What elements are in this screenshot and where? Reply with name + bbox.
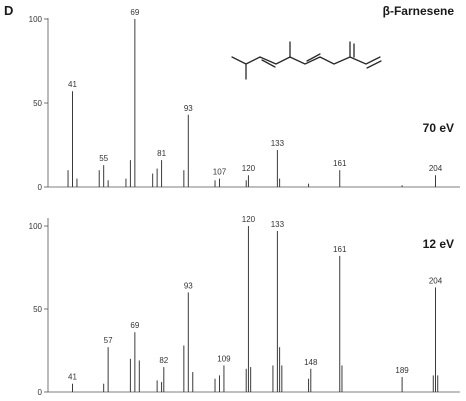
y-tick-label-50: 50 <box>33 305 42 314</box>
spectrum-panel-70ev: 100 50 0 70 eV 41 55 69 81 93 107 120 133 161 204 <box>29 8 460 192</box>
y-tick-label-100: 100 <box>29 222 43 231</box>
peak-label-82: 82 <box>159 356 168 365</box>
peak-label-148: 148 <box>304 358 318 367</box>
peak-label-41: 41 <box>68 80 77 89</box>
peak-label-57: 57 <box>104 336 113 345</box>
peak-label-189: 189 <box>395 366 409 375</box>
peak-label-group: 41 57 69 82 93 109 120 133 148 161 189 204 <box>68 215 443 382</box>
peak-label-group: 41 55 69 81 93 107 120 133 161 204 <box>68 8 443 177</box>
y-tick-label-0: 0 <box>38 388 43 397</box>
spectrum-panel-12ev: 100 50 0 12 eV 41 57 69 82 93 109 120 133 148 161… <box>29 215 460 397</box>
peak-label-109: 109 <box>217 354 231 363</box>
molecule-structure-drawing <box>231 41 382 80</box>
peak-label-204: 204 <box>429 276 443 285</box>
peak-group <box>71 226 439 392</box>
peak-label-69: 69 <box>130 321 139 330</box>
peak-label-133: 133 <box>271 139 285 148</box>
peak-label-120: 120 <box>242 215 256 224</box>
compound-name: β-Farnesene <box>383 4 455 18</box>
panel-letter: D <box>4 3 13 18</box>
peak-label-69: 69 <box>130 8 139 17</box>
peak-label-93: 93 <box>184 104 193 113</box>
peak-label-120: 120 <box>242 164 256 173</box>
y-tick-label-0: 0 <box>38 183 43 192</box>
y-tick-label-100: 100 <box>29 15 43 24</box>
peak-label-55: 55 <box>99 154 108 163</box>
peak-label-161: 161 <box>333 245 347 254</box>
peak-label-107: 107 <box>213 168 227 177</box>
peak-label-161: 161 <box>333 159 347 168</box>
peak-label-93: 93 <box>184 281 193 290</box>
peak-label-81: 81 <box>157 149 166 158</box>
peak-group <box>67 19 437 187</box>
y-tick-label-50: 50 <box>33 99 42 108</box>
ionization-energy-label: 12 eV <box>423 237 454 251</box>
peak-label-204: 204 <box>429 164 443 173</box>
peak-label-41: 41 <box>68 373 77 382</box>
ionization-energy-label: 70 eV <box>423 121 454 135</box>
peak-label-133: 133 <box>271 220 285 229</box>
